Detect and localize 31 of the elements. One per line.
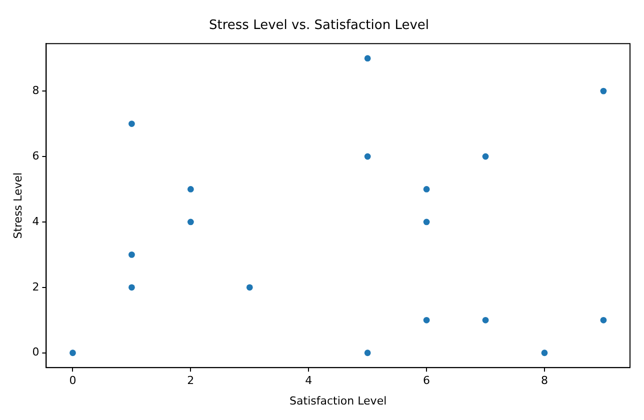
x-tick-label: 4 xyxy=(305,374,312,388)
x-tick-label: 8 xyxy=(540,374,548,388)
point xyxy=(364,153,371,160)
point xyxy=(70,350,76,356)
y-tick-label: 4 xyxy=(32,214,40,228)
chart-title: Stress Level vs. Satisfaction Level xyxy=(208,18,430,34)
y-tick-label: 2 xyxy=(32,280,40,294)
point xyxy=(187,186,194,192)
point xyxy=(423,316,430,324)
point xyxy=(128,284,135,291)
x-tick-label: 2 xyxy=(187,374,194,388)
y-axis-title: Stress Level xyxy=(11,172,24,239)
point xyxy=(423,218,430,226)
point xyxy=(128,120,135,127)
point xyxy=(600,88,607,94)
point xyxy=(128,251,135,258)
point xyxy=(246,284,253,291)
x-tick-label: 0 xyxy=(69,374,76,388)
point xyxy=(482,316,489,324)
y-tick-label: 8 xyxy=(32,84,40,97)
point xyxy=(482,153,489,160)
point xyxy=(364,350,371,356)
x-tick-label: 6 xyxy=(423,374,430,388)
point xyxy=(423,186,430,192)
point xyxy=(364,55,371,62)
y-tick-label: 6 xyxy=(32,149,40,162)
point xyxy=(541,350,548,356)
point xyxy=(187,218,194,226)
point xyxy=(600,316,607,324)
x-axis-title: Satisfaction Level xyxy=(290,394,387,408)
y-tick-label: 0 xyxy=(32,346,40,359)
